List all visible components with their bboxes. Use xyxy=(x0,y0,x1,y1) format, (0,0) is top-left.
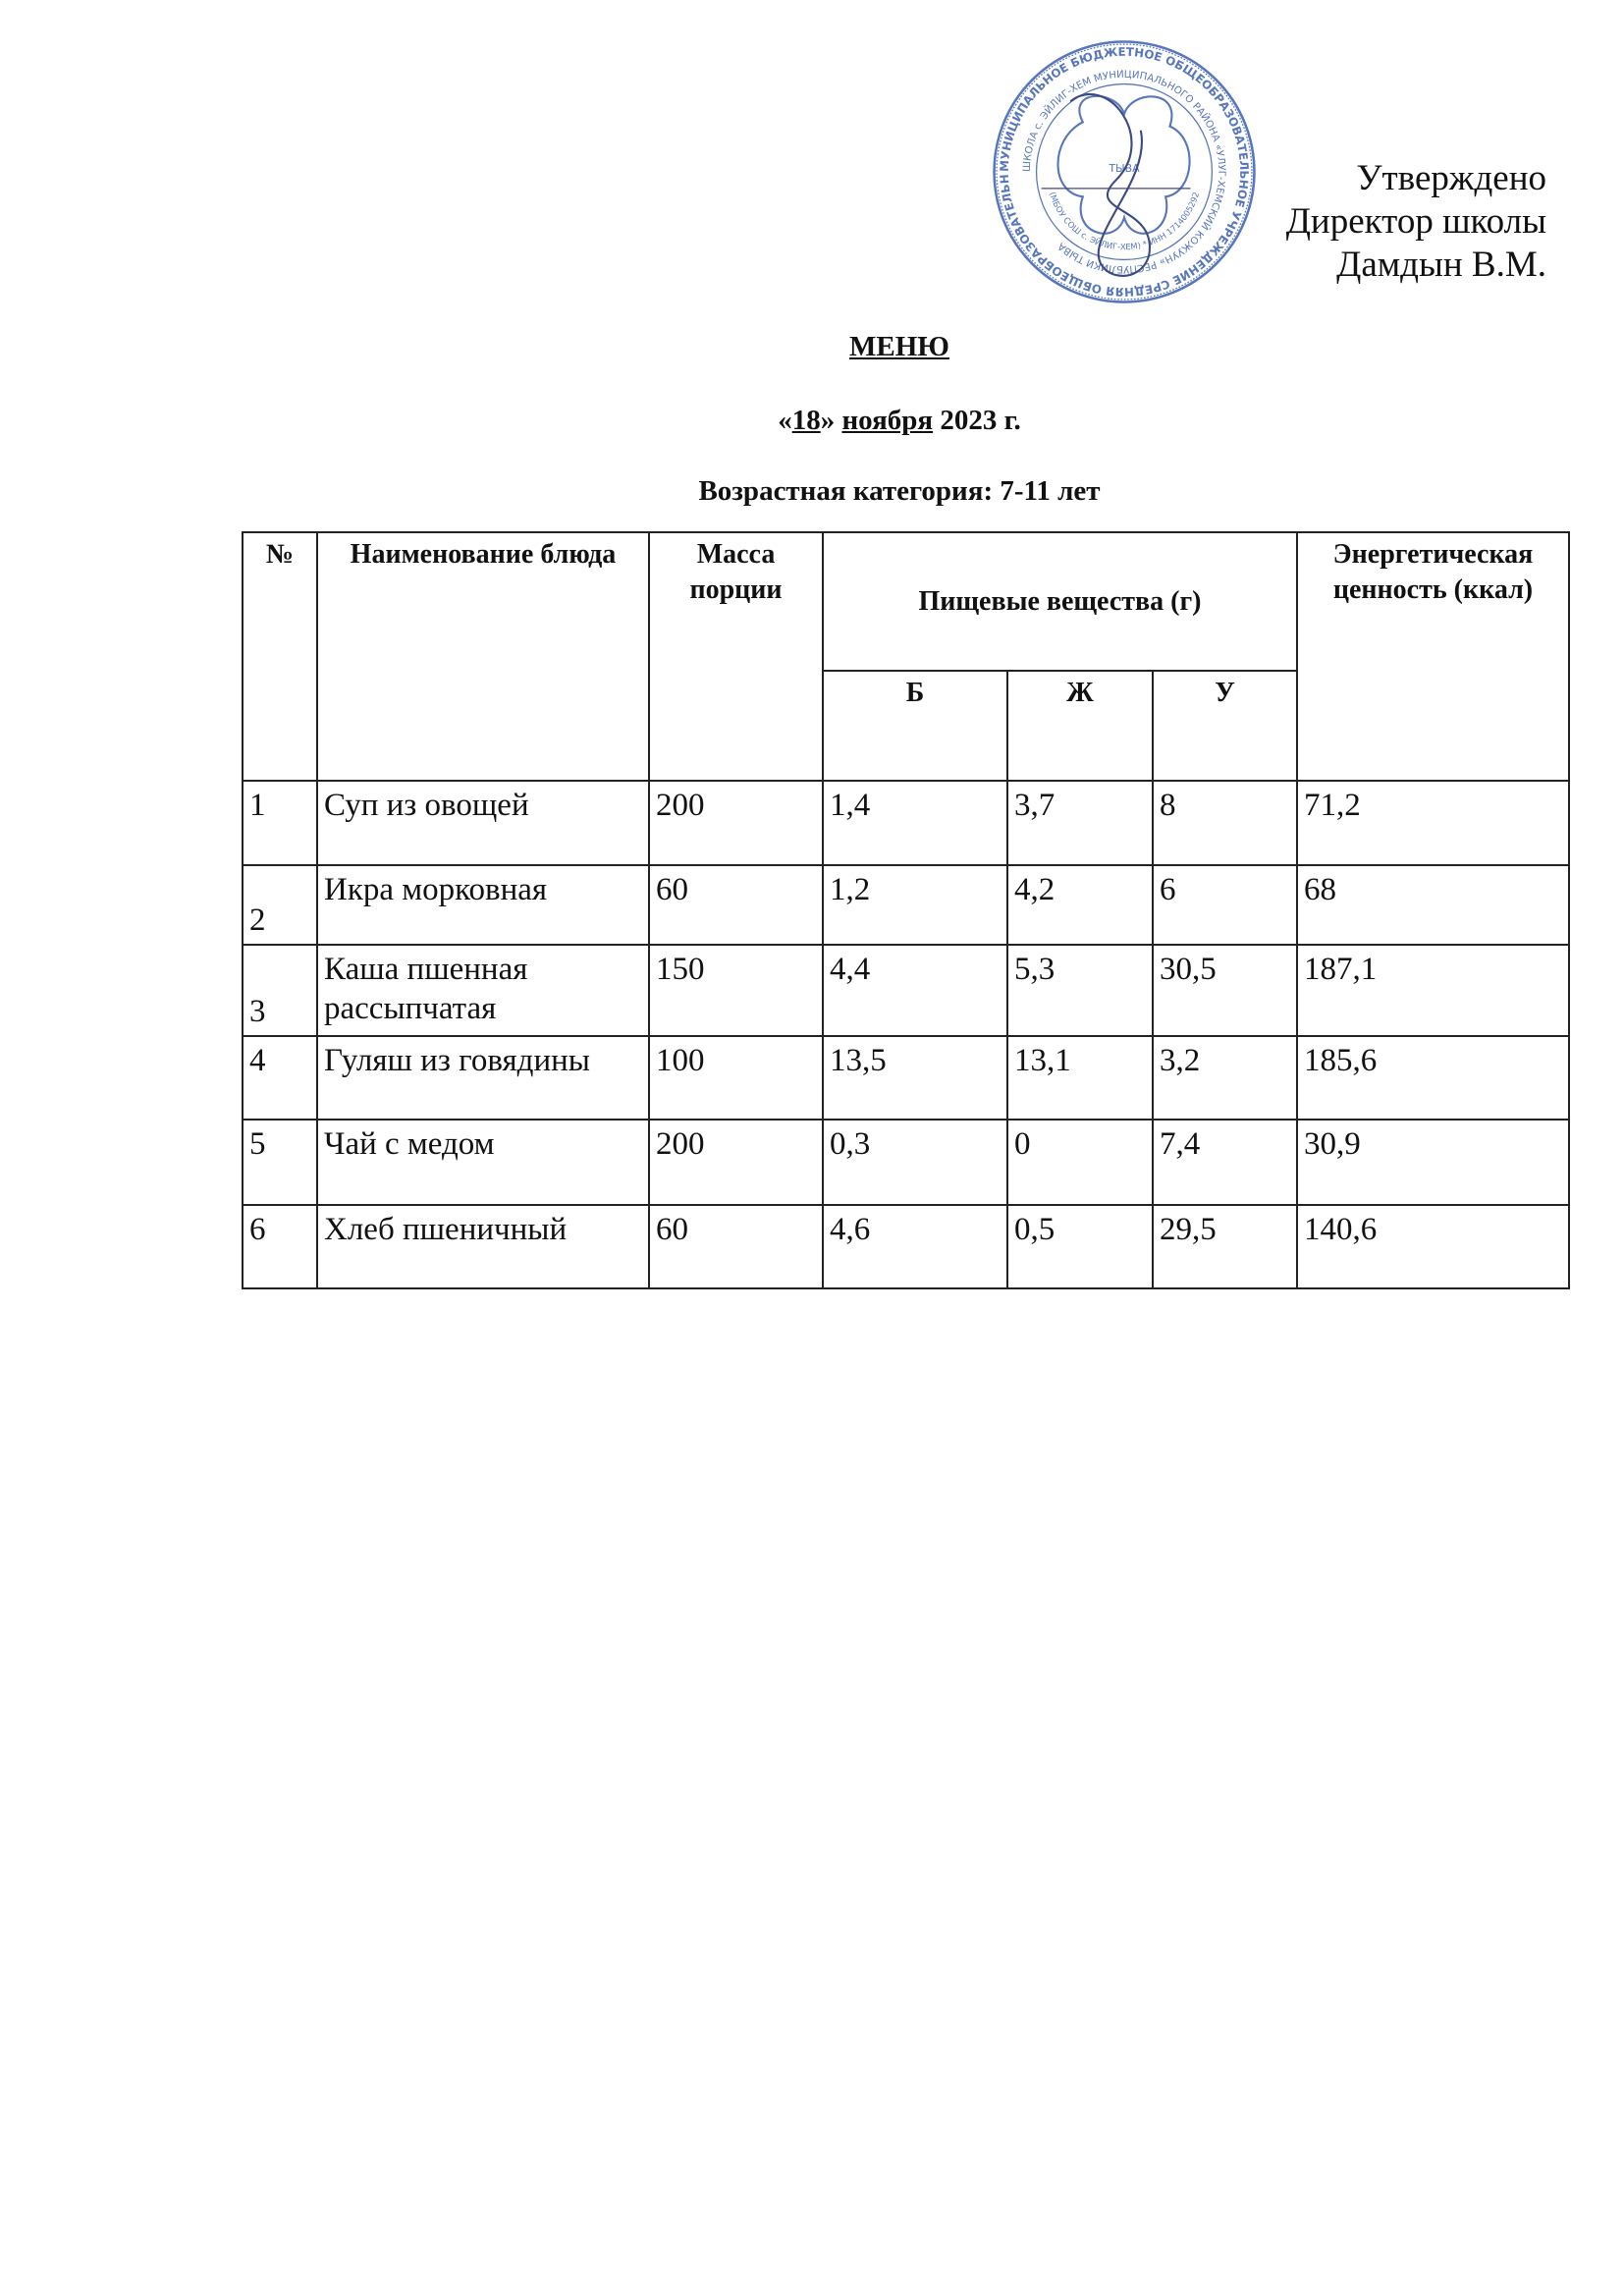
cell-number: 6 xyxy=(242,1204,318,1289)
menu-table: № Наименование блюда Масса порции Пищевы… xyxy=(242,531,1570,1289)
signature xyxy=(1041,93,1191,277)
header-number: № xyxy=(242,531,318,782)
header-carbs: У xyxy=(1152,670,1298,782)
cell-carbs: 30,5 xyxy=(1152,944,1298,1037)
date-month: ноября xyxy=(841,405,934,436)
cell-protein: 1,2 xyxy=(822,864,1008,946)
stamp-bottom-text: (МБОУ СОШ с. ЭЙЛИГ-ХЕМ) * ИНН 1714005292 xyxy=(1048,191,1201,251)
cell-name: Гуляш из говядины xyxy=(316,1035,650,1121)
cell-energy: 68 xyxy=(1296,864,1570,946)
cell-fat: 0,5 xyxy=(1006,1204,1154,1289)
cell-fat: 5,3 xyxy=(1006,944,1154,1037)
cell-carbs: 3,2 xyxy=(1152,1035,1298,1121)
cell-protein: 4,6 xyxy=(822,1204,1008,1289)
cell-carbs: 8 xyxy=(1152,780,1298,866)
cell-mass: 100 xyxy=(648,1035,824,1121)
menu-date: «18» ноября 2023 г. xyxy=(703,403,1096,438)
header-mass: Масса порции xyxy=(648,531,824,782)
official-stamp: МУНИЦИПАЛЬНОЕ БЮДЖЕТНОЕ ОБЩЕОБРАЗОВАТЕЛЬ… xyxy=(992,39,1256,303)
cell-name: Икра морковная xyxy=(316,864,650,946)
cell-mass: 150 xyxy=(648,944,824,1037)
document-title: МЕНЮ xyxy=(849,331,949,362)
cell-energy: 140,6 xyxy=(1296,1204,1570,1289)
cell-carbs: 29,5 xyxy=(1152,1204,1298,1289)
header-energy: Энергетическая ценность (ккал) xyxy=(1296,531,1570,782)
cell-carbs: 6 xyxy=(1152,864,1298,946)
approval-label: Утверждено xyxy=(1356,158,1546,198)
header-nutrients: Пищевые вещества (г) xyxy=(822,531,1298,672)
cell-number: 5 xyxy=(242,1119,318,1206)
svg-text:(МБОУ СОШ с. ЭЙЛИГ-ХЕМ) * ИНН: (МБОУ СОШ с. ЭЙЛИГ-ХЕМ) * ИНН 1714005292 xyxy=(1048,191,1201,251)
cell-fat: 4,2 xyxy=(1006,864,1154,946)
date-year: 2023 г. xyxy=(940,405,1021,436)
date-day: 18 xyxy=(791,405,821,436)
cell-name: Чай с медом xyxy=(316,1119,650,1206)
approval-name: Дамдын В.М. xyxy=(1336,245,1546,285)
table-row: 5 Чай с медом 200 0,3 0 7,4 30,9 xyxy=(242,1119,1570,1206)
cell-name: Хлеб пшеничный xyxy=(316,1204,650,1289)
header-protein: Б xyxy=(822,670,1008,782)
cell-fat: 13,1 xyxy=(1006,1035,1154,1121)
table-row: 3 Каша пшенная рассыпчатая 150 4,4 5,3 3… xyxy=(242,944,1570,1037)
date-quote-open: « xyxy=(778,405,792,436)
table-row: 1 Суп из овощей 200 1,4 3,7 8 71,2 xyxy=(242,780,1570,866)
cell-fat: 0 xyxy=(1006,1119,1154,1206)
cell-protein: 0,3 xyxy=(822,1119,1008,1206)
cell-energy: 187,1 xyxy=(1296,944,1570,1037)
date-quote-close: » xyxy=(820,405,836,436)
cell-name: Каша пшенная рассыпчатая xyxy=(316,944,650,1037)
approval-block: Утверждено Директор школы Дамдын В.М. xyxy=(1286,157,1546,287)
cell-protein: 1,4 xyxy=(822,780,1008,866)
cell-energy: 185,6 xyxy=(1296,1035,1570,1121)
cell-number: 2 xyxy=(242,864,318,946)
cell-number: 4 xyxy=(242,1035,318,1121)
cell-number: 1 xyxy=(242,780,318,866)
cell-number: 3 xyxy=(242,944,318,1037)
cell-energy: 71,2 xyxy=(1296,780,1570,866)
cell-carbs: 7,4 xyxy=(1152,1119,1298,1206)
table-row: 2 Икра морковная 60 1,2 4,2 6 68 xyxy=(242,864,1570,946)
header-name: Наименование блюда xyxy=(316,531,650,782)
cell-name: Суп из овощей xyxy=(316,780,650,866)
cell-mass: 200 xyxy=(648,780,824,866)
approval-position: Директор школы xyxy=(1285,201,1546,242)
table-row: 4 Гуляш из говядины 100 13,5 13,1 3,2 18… xyxy=(242,1035,1570,1121)
header-fat: Ж xyxy=(1006,670,1154,782)
cell-mass: 200 xyxy=(648,1119,824,1206)
cell-protein: 4,4 xyxy=(822,944,1008,1037)
cell-fat: 3,7 xyxy=(1006,780,1154,866)
cell-mass: 60 xyxy=(648,864,824,946)
cell-protein: 13,5 xyxy=(822,1035,1008,1121)
table-row: 6 Хлеб пшеничный 60 4,6 0,5 29,5 140,6 xyxy=(242,1204,1570,1289)
cell-energy: 30,9 xyxy=(1296,1119,1570,1206)
age-category: Возрастная категория: 7-11 лет xyxy=(698,475,1101,507)
cell-mass: 60 xyxy=(648,1204,824,1289)
